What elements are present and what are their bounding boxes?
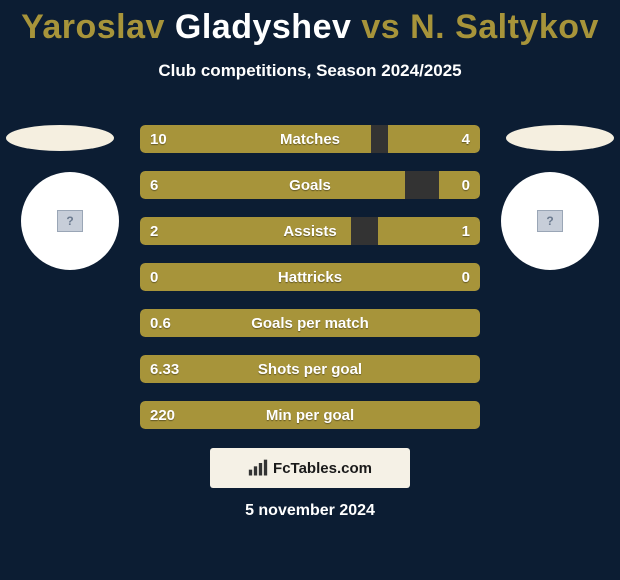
chart-icon bbox=[248, 459, 268, 477]
image-placeholder-icon bbox=[537, 210, 563, 232]
stat-value-right: 0 bbox=[462, 171, 470, 199]
date-text: 5 november 2024 bbox=[0, 502, 620, 520]
stat-bar: Goals per match0.6 bbox=[140, 309, 480, 337]
stat-bar: Matches10 4 bbox=[140, 125, 480, 153]
vs-separator: vs bbox=[361, 8, 400, 46]
stat-label: Goals bbox=[140, 171, 480, 199]
subtitle: Club competitions, Season 2024/2025 bbox=[0, 61, 620, 81]
shadow-ellipse-left bbox=[6, 125, 114, 151]
shadow-ellipse-right bbox=[506, 125, 614, 151]
stat-label: Goals per match bbox=[140, 309, 480, 337]
player2-name: N. Saltykov bbox=[410, 8, 599, 46]
stat-bar: Hattricks0 0 bbox=[140, 263, 480, 291]
stat-value-right: 0 bbox=[462, 263, 470, 291]
player1-last: Gladyshev bbox=[175, 8, 351, 46]
stat-value-left: 2 bbox=[150, 217, 158, 245]
stat-value-right: 1 bbox=[462, 217, 470, 245]
stat-value-left: 6.33 bbox=[150, 355, 179, 383]
stat-value-left: 220 bbox=[150, 401, 175, 429]
stat-label: Shots per goal bbox=[140, 355, 480, 383]
stat-bar: Min per goal220 bbox=[140, 401, 480, 429]
stat-bar: Shots per goal6.33 bbox=[140, 355, 480, 383]
stat-value-left: 0.6 bbox=[150, 309, 171, 337]
stat-bar: Goals6 0 bbox=[140, 171, 480, 199]
image-placeholder-icon bbox=[57, 210, 83, 232]
stat-bar: Assists2 1 bbox=[140, 217, 480, 245]
stat-value-left: 10 bbox=[150, 125, 167, 153]
stat-label: Matches bbox=[140, 125, 480, 153]
stat-value-left: 0 bbox=[150, 263, 158, 291]
player1-avatar bbox=[21, 172, 119, 270]
stats-bars: Matches104Goals60Assists21Hattricks00Goa… bbox=[140, 125, 480, 447]
brand-text: FcTables.com bbox=[273, 460, 372, 477]
player2-avatar bbox=[501, 172, 599, 270]
stat-value-left: 6 bbox=[150, 171, 158, 199]
stat-label: Min per goal bbox=[140, 401, 480, 429]
player1-first: Yaroslav bbox=[21, 8, 165, 46]
stat-value-right: 4 bbox=[462, 125, 470, 153]
comparison-title: Yaroslav Gladyshev vs N. Saltykov bbox=[0, 0, 620, 47]
stat-label: Hattricks bbox=[140, 263, 480, 291]
brand-badge: FcTables.com bbox=[210, 448, 410, 488]
stat-label: Assists bbox=[140, 217, 480, 245]
